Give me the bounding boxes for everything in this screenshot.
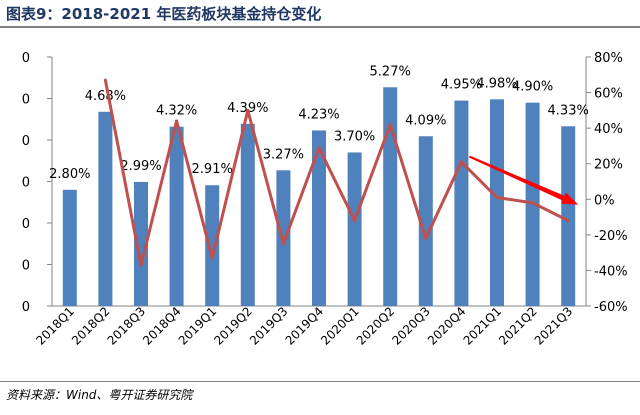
x-tick-label: 2018Q3 <box>105 304 149 348</box>
line-point <box>281 242 285 246</box>
bar-data-label: 3.70% <box>334 129 375 144</box>
line-point <box>246 108 250 112</box>
right-axis-tick-label: 40% <box>594 122 623 137</box>
x-tick-label: 2020Q2 <box>354 304 398 348</box>
x-tick-label: 2021Q1 <box>461 304 505 348</box>
left-axis-tick-label: 0 <box>22 134 30 149</box>
bar-data-label: 4.95% <box>441 78 482 93</box>
line-point <box>495 196 499 200</box>
bar-series <box>62 87 576 307</box>
x-tick-label: 2019Q4 <box>283 304 327 348</box>
bar-data-label: 4.39% <box>227 101 268 116</box>
bar-data-label: 2.99% <box>120 159 161 174</box>
bar-data-label: 5.27% <box>370 64 411 79</box>
bar <box>134 181 148 306</box>
line-point <box>103 78 107 82</box>
right-axis-tick-label: -40% <box>594 264 628 279</box>
line-point <box>353 219 357 223</box>
x-tick-label: 2018Q1 <box>33 304 77 348</box>
right-axis: -60% -40% -20% 0% 20% 40% 60% 80% <box>585 51 628 315</box>
x-tick-label: 2019Q1 <box>176 304 220 348</box>
x-tick-label: 2020Q1 <box>318 304 362 348</box>
bar-data-label: 4.09% <box>405 113 446 128</box>
left-axis-tick-label: 0 <box>22 51 30 66</box>
line-point <box>566 219 570 223</box>
bar <box>561 126 576 307</box>
bar-data-label: 3.27% <box>263 147 304 162</box>
line-point <box>424 236 428 240</box>
right-axis-tick-label: 0% <box>594 193 615 208</box>
x-tick-label: 2020Q3 <box>389 304 433 348</box>
footer-divider <box>0 381 640 382</box>
line-point <box>388 123 392 127</box>
bar-data-label: 4.23% <box>298 107 339 122</box>
line-point <box>317 146 321 150</box>
source-note: 资料来源：Wind、粤开证券研究院 <box>6 388 193 402</box>
right-axis-tick-label: -20% <box>594 229 628 244</box>
bar <box>240 123 255 306</box>
left-axis-tick-label: 0 <box>22 93 30 108</box>
trend-arrow <box>468 155 579 205</box>
bar-data-label: 4.98% <box>476 76 517 91</box>
left-axis-tick-label: 0 <box>22 300 30 315</box>
line-series <box>103 78 570 267</box>
bar <box>490 99 504 306</box>
right-axis-tick-label: -60% <box>594 300 628 315</box>
bar <box>383 87 398 306</box>
chart-svg: 0 0 0 0 0 0 0 -60% -40% -20% 0% 20% 40% 60% 80% 2.80%… <box>22 51 628 348</box>
line-point <box>459 160 463 164</box>
line-point <box>139 263 143 267</box>
x-tick-label: 2018Q2 <box>69 304 113 348</box>
x-tick-label: 2019Q2 <box>211 304 255 348</box>
x-tick-label: 2020Q4 <box>425 304 469 348</box>
arrow-shape <box>468 155 579 205</box>
bar <box>62 189 77 306</box>
chart-title: 图表9：2018-2021 年医药板块基金持仓变化 <box>6 5 322 23</box>
bar <box>347 152 362 306</box>
x-tick-label: 2021Q2 <box>496 304 540 348</box>
bar <box>169 126 184 306</box>
x-tick-label: 2021Q3 <box>532 304 576 348</box>
bar-data-label: 2.91% <box>192 162 233 177</box>
right-axis-tick-label: 80% <box>594 51 623 66</box>
right-axis-tick-label: 20% <box>594 158 623 173</box>
left-axis-tick-label: 0 <box>22 176 30 191</box>
bar-data-label: 4.90% <box>512 80 553 95</box>
line-point <box>210 256 214 260</box>
title-divider <box>0 26 640 28</box>
x-tick-label: 2019Q3 <box>247 304 291 348</box>
left-axis-tick-label: 0 <box>22 217 30 232</box>
bar <box>312 130 326 306</box>
bar <box>418 136 433 306</box>
bar <box>98 111 113 306</box>
bar <box>205 185 220 306</box>
bar-data-labels: 2.80% 4.68% 2.99% 4.32% 2.91% 4.39% 3.27% 4.23%… <box>49 64 589 182</box>
line-path <box>103 79 569 267</box>
x-axis-tick-labels: 2018Q12018Q22018Q32018Q42019Q12019Q22019… <box>33 304 575 348</box>
bar-data-label: 2.80% <box>49 167 90 182</box>
x-tick-label: 2018Q4 <box>140 304 184 348</box>
right-axis-tick-label: 60% <box>594 87 623 102</box>
left-axis-tick-label: 0 <box>22 259 30 274</box>
line-point <box>175 119 179 123</box>
bar-data-label: 4.68% <box>85 89 126 104</box>
bar-data-label: 4.33% <box>548 103 589 118</box>
bar-data-label: 4.32% <box>156 104 197 119</box>
line-point <box>531 201 535 205</box>
bar <box>454 100 469 306</box>
